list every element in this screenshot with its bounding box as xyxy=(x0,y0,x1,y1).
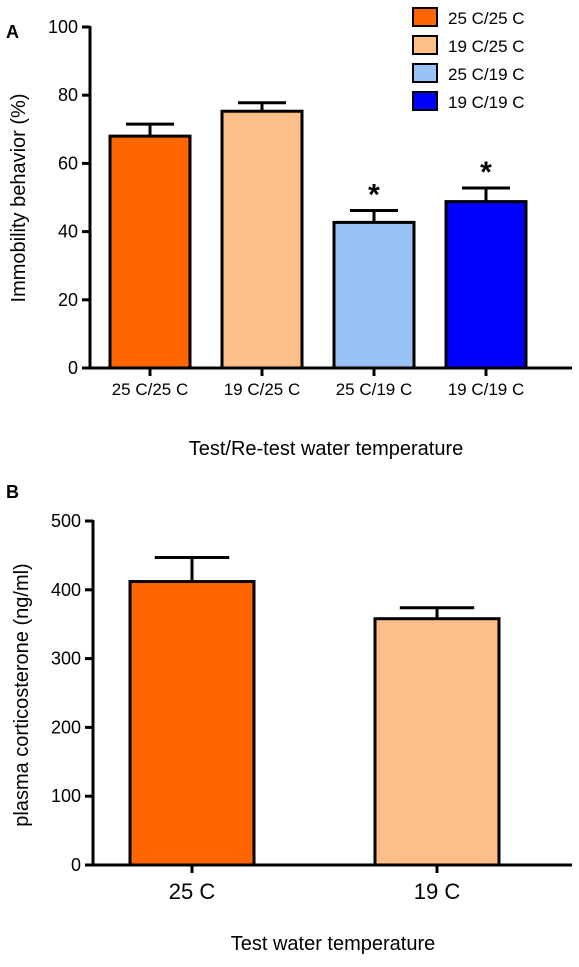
panel-b-y-tick-label: 300 xyxy=(51,649,81,669)
panel-b-chart: 0 100 200 300 400 500 25 C 19 C xyxy=(51,511,572,904)
legend-entry-label: 25 C/25 C xyxy=(448,9,525,28)
panel-b-letter: B xyxy=(6,482,19,502)
panel-a-y-tick-label: 0 xyxy=(68,358,78,378)
panel-a-x-axis-title: Test/Re-test water temperature xyxy=(189,438,464,460)
legend-entry-label: 19 C/19 C xyxy=(448,93,525,112)
panel-a-category-label: 19 C/25 C xyxy=(224,380,301,399)
panel-a-bar xyxy=(444,200,528,370)
legend-swatch xyxy=(412,7,438,27)
legend-swatch xyxy=(412,63,438,83)
panel-a-y-tick-label: 60 xyxy=(58,153,78,173)
panel-b-y-tick-label: 0 xyxy=(71,855,81,875)
panel-a-chart: 0 20 40 60 80 100 25 C/25 C 19 C/25 C 25 C/19 C *… xyxy=(48,7,572,399)
panel-b-x-axis-title: Test water temperature xyxy=(231,933,436,955)
panel-a-bar xyxy=(108,134,192,370)
panel-a-significance-star: * xyxy=(480,156,492,189)
panel-a-category-label: 25 C/25 C xyxy=(112,380,189,399)
panel-b-bar xyxy=(128,580,256,867)
panel-a-category-label: 25 C/19 C xyxy=(336,380,413,399)
legend-entry-label: 19 C/25 C xyxy=(448,37,525,56)
panel-a-y-tick-label: 80 xyxy=(58,85,78,105)
panel-b-bar xyxy=(373,617,501,867)
panel-a-significance-star: * xyxy=(368,178,380,211)
panel-b-y-tick-label: 200 xyxy=(51,717,81,737)
panel-a-bar xyxy=(332,220,416,370)
legend-swatch xyxy=(412,91,438,111)
panel-b-y-tick-label: 500 xyxy=(51,511,81,531)
panel-a-y-tick-label: 40 xyxy=(58,222,78,242)
panel-b-y-tick-label: 100 xyxy=(51,786,81,806)
panel-a-category-label: 19 C/19 C xyxy=(448,380,525,399)
panel-b-category-label: 25 C xyxy=(169,879,216,904)
panel-a-bar xyxy=(220,109,304,370)
panel-a-y-tick-label: 20 xyxy=(58,290,78,310)
panel-b-y-axis-title: plasma corticosterone (ng/ml) xyxy=(11,563,33,826)
legend-swatch xyxy=(412,35,438,55)
legend-entry-label: 25 C/19 C xyxy=(448,65,525,84)
panel-b-category-label: 19 C xyxy=(414,879,461,904)
panel-a-y-tick-label: 100 xyxy=(48,17,78,37)
panel-a-letter: A xyxy=(6,22,19,42)
panel-a-y-axis-title: Immobility behavior (%) xyxy=(8,94,30,303)
panel-b-y-tick-label: 400 xyxy=(51,580,81,600)
